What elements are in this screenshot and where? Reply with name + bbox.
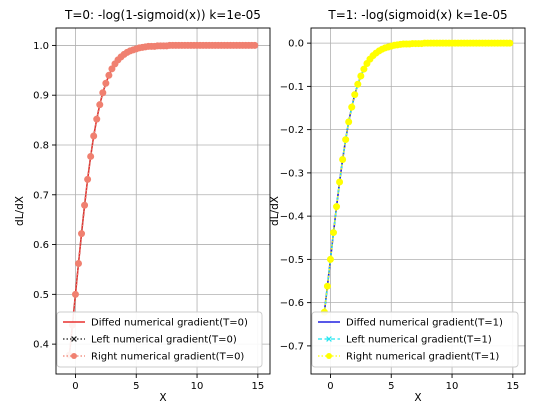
y-tick-label: 1.0 xyxy=(33,41,49,52)
series-line-2 xyxy=(323,42,510,313)
data-point-marker xyxy=(342,136,350,144)
legend-marker xyxy=(326,336,332,342)
legend: Diffed numerical gradient(T=0) Left numer… xyxy=(56,311,263,368)
data-point-marker xyxy=(105,71,113,79)
x-tick-label: 0 xyxy=(72,381,78,392)
data-point-marker xyxy=(336,178,344,186)
y-axis-label: dL/dX xyxy=(269,196,281,226)
legend-marker xyxy=(71,353,77,359)
data-point-marker xyxy=(323,282,331,290)
data-point-marker xyxy=(506,39,514,47)
data-point-marker xyxy=(90,132,98,140)
data-point-marker xyxy=(84,175,92,183)
data-point-marker xyxy=(326,255,334,263)
legend-marker xyxy=(326,353,332,359)
x-tick-label: 5 xyxy=(388,381,394,392)
data-point-marker xyxy=(108,65,116,73)
y-tick-label: 0.8 xyxy=(33,140,49,151)
legend-entry-label: Diffed numerical gradient(T=1) xyxy=(346,318,503,329)
data-point-marker xyxy=(99,89,107,97)
x-tick-label: 15 xyxy=(251,381,264,392)
y-tick-label: −0.4 xyxy=(280,212,304,223)
x-tick-label: 15 xyxy=(506,381,519,392)
y-tick-label: 0.7 xyxy=(33,190,49,201)
y-tick-label: 0.0 xyxy=(288,39,304,50)
legend-entry-label: Left numerical gradient(T=1) xyxy=(346,335,492,346)
data-point-marker xyxy=(93,115,101,123)
y-tick-label: −0.6 xyxy=(280,298,304,309)
data-point-marker xyxy=(71,290,79,298)
legend: Diffed numerical gradient(T=1) Left numer… xyxy=(311,311,519,368)
series-line-2 xyxy=(68,44,255,356)
subplot-left: 0 5 10 15 0.4 0.5 0.6 0.7 0.8 0.9 1.0 T=0: -log(1-s… xyxy=(14,8,271,404)
data-point-marker xyxy=(348,103,356,111)
x-tick-label: 10 xyxy=(191,381,204,392)
series-line-3 xyxy=(68,44,255,356)
legend-entry-label: Right numerical gradient(T=0) xyxy=(91,352,244,363)
legend-box xyxy=(311,311,519,368)
axes-frame xyxy=(55,27,271,375)
y-tick-label: 0.4 xyxy=(33,340,49,351)
legend-entry-label: Diffed numerical gradient(T=0) xyxy=(91,318,248,329)
data-point-marker xyxy=(251,41,259,49)
x-axis-label: X xyxy=(159,392,166,404)
data-point-marker xyxy=(333,203,341,211)
x-tick-label: 5 xyxy=(133,381,139,392)
y-axis-label: dL/dX xyxy=(14,196,26,226)
data-point-marker xyxy=(329,229,337,237)
data-point-marker xyxy=(102,79,110,87)
legend-entry-label: Right numerical gradient(T=1) xyxy=(346,352,499,363)
legend-box xyxy=(56,311,263,368)
data-point-marker xyxy=(345,118,353,126)
y-tick-label: −0.1 xyxy=(280,82,304,93)
series-layer xyxy=(65,41,259,359)
chart-title: T=1: -log(sigmoid(x) k=1e-05 xyxy=(327,8,507,22)
y-tick-label: −0.3 xyxy=(280,168,304,179)
x-axis-label: X xyxy=(414,392,421,404)
data-point-marker xyxy=(96,101,104,109)
axes-frame xyxy=(310,27,526,375)
data-point-marker xyxy=(78,230,86,238)
y-tick-label: −0.7 xyxy=(280,341,304,352)
data-point-marker xyxy=(351,91,359,99)
series-layer xyxy=(320,39,514,316)
data-point-marker xyxy=(81,201,89,209)
y-tick-label: 0.9 xyxy=(33,91,49,102)
legend-entry-label: Left numerical gradient(T=0) xyxy=(91,335,237,346)
y-tick-label: −0.2 xyxy=(280,125,304,136)
series-line-1 xyxy=(68,44,255,356)
x-tick-label: 0 xyxy=(327,381,333,392)
data-point-marker xyxy=(360,65,368,73)
legend-marker xyxy=(71,336,77,342)
y-tick-label: 0.5 xyxy=(33,290,49,301)
y-tick-label: 0.6 xyxy=(33,240,49,251)
data-point-marker xyxy=(87,152,95,160)
chart-title: T=0: -log(1-sigmoid(x)) k=1e-05 xyxy=(64,8,261,22)
data-point-marker xyxy=(339,155,347,163)
series-line-1 xyxy=(323,42,510,313)
subplot-right: 0 5 10 15 0.0 −0.1 −0.2 −0.3 −0.4 −0.5 −0.6 −0.7 T=1… xyxy=(269,8,526,404)
data-point-marker xyxy=(357,72,365,80)
data-point-marker xyxy=(74,259,82,267)
y-tick-label: −0.5 xyxy=(280,255,304,266)
series-line-3 xyxy=(323,42,510,313)
x-tick-label: 10 xyxy=(446,381,459,392)
data-point-marker xyxy=(354,80,362,88)
